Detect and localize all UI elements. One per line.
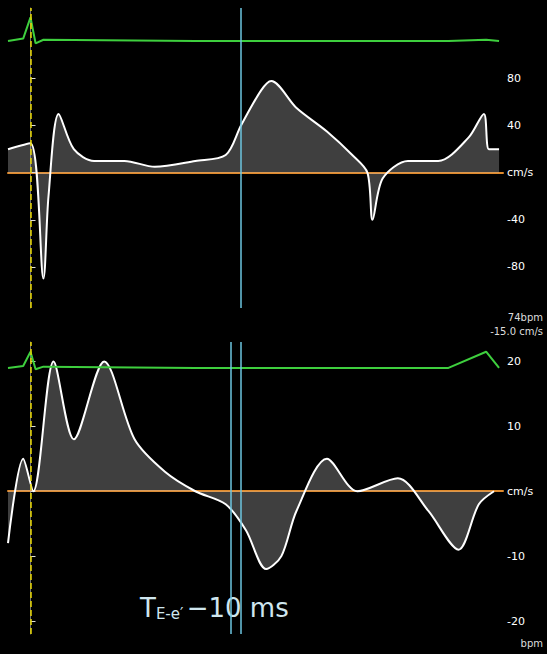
svg-text:20: 20	[507, 355, 521, 368]
svg-text:-40: -40	[507, 213, 525, 226]
svg-text:80: 80	[507, 72, 521, 85]
svg-text:cm/s: cm/s	[507, 485, 533, 498]
svg-text:10: 10	[507, 420, 521, 433]
svg-text:74bpm: 74bpm	[508, 312, 543, 323]
svg-text:T: T	[139, 593, 156, 623]
svg-text:-20: -20	[507, 615, 525, 628]
svg-text:-15.0 cm/s: -15.0 cm/s	[490, 326, 543, 337]
svg-text:E-e′: E-e′	[156, 605, 184, 623]
svg-text:40: 40	[507, 119, 521, 132]
svg-text:bpm: bpm	[521, 638, 543, 649]
svg-text:cm/s: cm/s	[507, 166, 533, 179]
svg-text:-10: -10	[507, 550, 525, 563]
svg-text:-80: -80	[507, 260, 525, 273]
svg-text:−10 ms: −10 ms	[187, 593, 289, 623]
